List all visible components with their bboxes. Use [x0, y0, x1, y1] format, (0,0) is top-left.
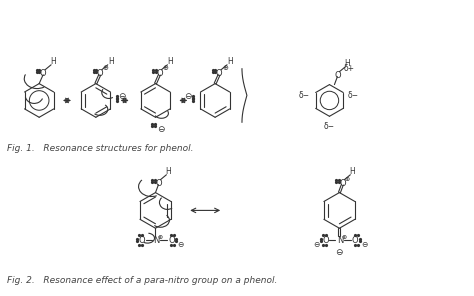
Text: O: O [168, 236, 175, 244]
Text: O: O [138, 236, 145, 244]
Text: ⊖: ⊖ [361, 239, 367, 249]
Text: δ−: δ− [348, 91, 359, 100]
Text: H: H [108, 57, 114, 66]
Text: ⊕: ⊕ [158, 235, 163, 240]
Text: ⊖: ⊖ [118, 92, 126, 101]
Text: δ−: δ− [299, 91, 310, 100]
Text: O: O [97, 69, 103, 78]
Text: ⊕: ⊕ [342, 235, 347, 240]
Text: ⊕: ⊕ [163, 65, 168, 71]
Text: O: O [322, 236, 329, 244]
Text: ⊖: ⊖ [157, 125, 164, 134]
Text: O: O [352, 236, 359, 244]
Text: O: O [40, 69, 46, 78]
Text: δ+: δ+ [344, 64, 355, 73]
Text: N: N [337, 236, 344, 244]
Text: O: O [216, 69, 222, 78]
Text: δ−: δ− [324, 122, 335, 131]
Text: H: H [345, 59, 350, 68]
Text: O: O [339, 179, 346, 188]
Text: O: O [156, 69, 163, 78]
Text: ⊕: ⊕ [103, 65, 109, 71]
Text: H: H [227, 57, 233, 66]
Text: O: O [334, 71, 341, 80]
Text: ⊖: ⊖ [177, 239, 183, 249]
Text: ⊖: ⊖ [313, 239, 320, 249]
Text: H: H [50, 57, 56, 66]
Text: ⊕: ⊕ [222, 65, 228, 71]
Text: ⊕: ⊕ [345, 177, 350, 182]
Text: Fig. 2.   Resonance effect of a para-nitro group on a phenol.: Fig. 2. Resonance effect of a para-nitro… [8, 276, 278, 285]
Text: N: N [153, 236, 160, 244]
Text: H: H [165, 167, 171, 176]
Text: ⊖: ⊖ [184, 92, 192, 101]
Text: H: H [349, 167, 355, 176]
Text: O: O [155, 179, 162, 188]
Text: Fig. 1.   Resonance structures for phenol.: Fig. 1. Resonance structures for phenol. [8, 144, 194, 152]
Text: H: H [167, 57, 173, 66]
Text: ⊖: ⊖ [336, 247, 343, 257]
